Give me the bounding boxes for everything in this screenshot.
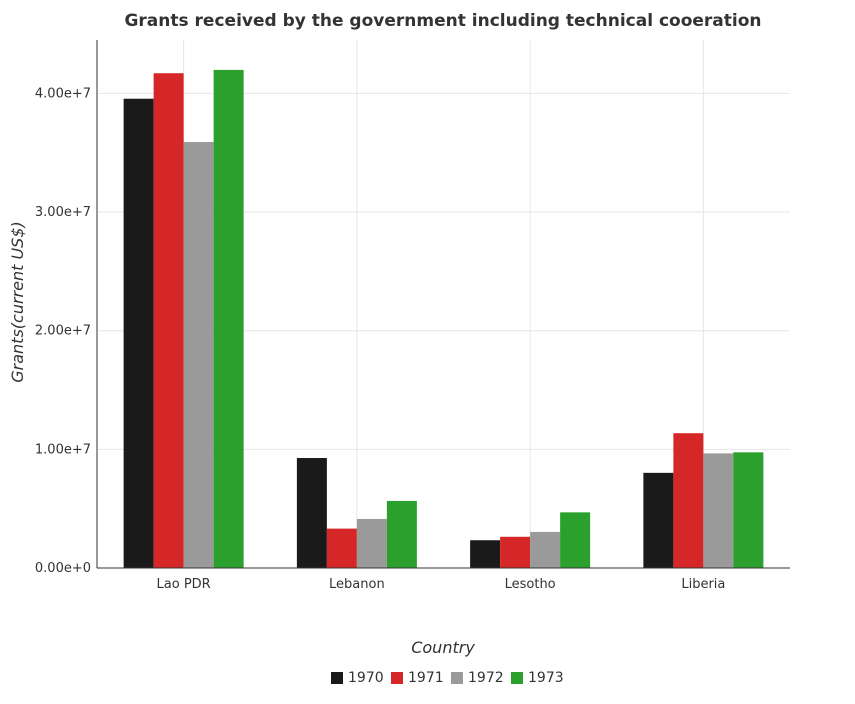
y-tick-label: 3.00e+7	[35, 205, 91, 220]
x-axis-label: Country	[411, 638, 475, 657]
bar-1971-liberia	[673, 433, 704, 568]
axes	[96, 40, 790, 569]
bar-1972-lebanon	[356, 518, 387, 568]
x-tick-labels: Lao PDR Lebanon Lesotho Liberia	[157, 577, 726, 592]
x-tick-label: Lebanon	[329, 577, 385, 592]
bar-1970-lesotho	[470, 540, 501, 568]
bar-1970-lebanon	[296, 458, 327, 568]
bar-1970-lao-pdr	[123, 98, 154, 569]
bar-1970-liberia	[643, 472, 674, 568]
legend-item-1970: 1970	[331, 670, 384, 686]
bar-1973-lebanon	[386, 500, 417, 568]
bar-1972-lao-pdr	[183, 142, 214, 568]
bar-1971-lebanon	[326, 528, 357, 568]
legend-label: 1971	[408, 670, 444, 686]
bar-1973-lesotho	[560, 512, 591, 568]
bars	[123, 69, 764, 569]
legend-item-1972: 1972	[451, 670, 504, 686]
y-tick-label: 2.00e+7	[35, 324, 91, 339]
legend-swatch	[391, 672, 403, 684]
bar-1972-lesotho	[530, 531, 561, 568]
legend: 1970 1971 1972 1973	[331, 670, 564, 686]
y-tick-label: 1.00e+7	[35, 442, 91, 457]
legend-label: 1973	[528, 670, 564, 686]
legend-swatch	[331, 672, 343, 684]
x-tick-label: Lesotho	[505, 577, 556, 592]
bar-1973-liberia	[733, 452, 764, 568]
legend-item-1973: 1973	[511, 670, 564, 686]
y-tick-label: 4.00e+7	[35, 86, 91, 101]
bar-1971-lao-pdr	[153, 73, 184, 568]
legend-label: 1972	[468, 670, 504, 686]
legend-item-1971: 1971	[391, 670, 444, 686]
chart-title: Grants received by the government includ…	[124, 11, 761, 31]
legend-label: 1970	[348, 670, 384, 686]
y-tick-labels: 0.00e+0 1.00e+7 2.00e+7 3.00e+7 4.00e+7	[35, 86, 91, 576]
y-tick-label: 0.00e+0	[35, 561, 91, 576]
y-axis-label: Grants(current US$)	[8, 221, 27, 383]
legend-swatch	[511, 672, 523, 684]
x-tick-label: Liberia	[681, 577, 725, 592]
bar-1971-lesotho	[500, 536, 531, 568]
x-tick-label: Lao PDR	[157, 577, 211, 592]
legend-swatch	[451, 672, 463, 684]
bar-1972-liberia	[703, 453, 734, 568]
bar-1973-lao-pdr	[213, 69, 244, 569]
